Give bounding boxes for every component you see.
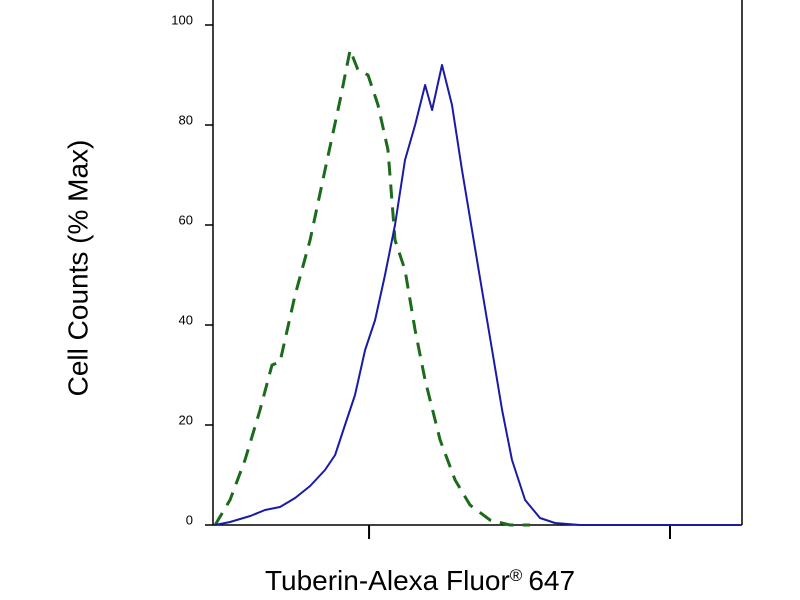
x-axis-title: Tuberin-Alexa Fluor® 647 (265, 565, 575, 596)
series-line (214, 64, 740, 526)
y-tick-label: 100 (171, 12, 193, 27)
y-axis-title: Cell Counts (% Max) (62, 140, 93, 397)
y-tick-label: 40 (179, 312, 193, 327)
y-tick-label: 0 (186, 512, 193, 527)
series-line (213, 48, 530, 527)
y-tick-label: 80 (179, 112, 193, 127)
x-axis-title-suffix: 647 (528, 565, 575, 596)
y-tick-label: 20 (179, 412, 193, 427)
y-tick-label: 60 (179, 212, 193, 227)
x-axis-title-mark: ® (510, 566, 523, 585)
x-axis-title-main: Tuberin-Alexa Fluor (265, 565, 510, 596)
